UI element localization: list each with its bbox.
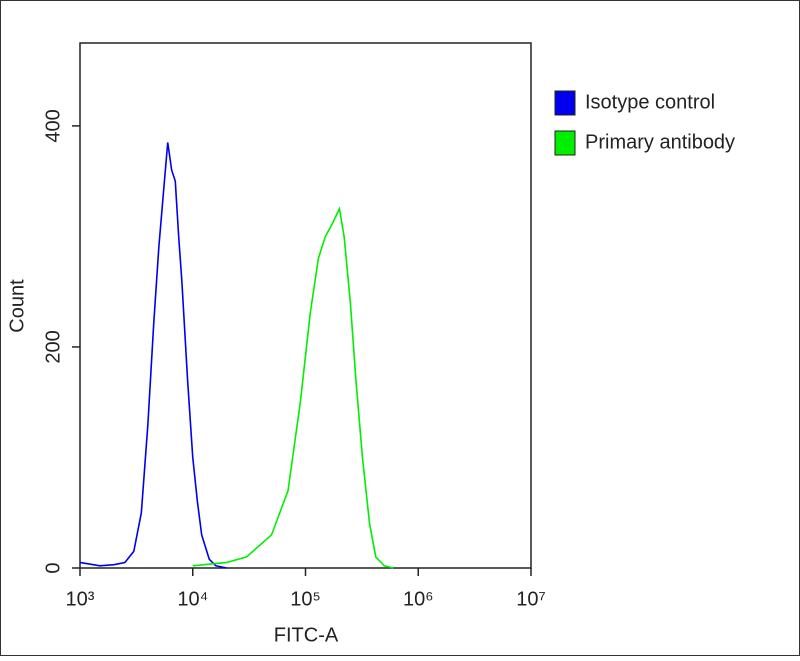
legend-swatch (554, 130, 576, 156)
plot-area (79, 42, 532, 569)
y-tick-label: 0 (42, 562, 64, 573)
x-tick-label: 10³ (66, 588, 95, 610)
x-tick-label: 10⁴ (177, 588, 208, 610)
y-tick-label: 400 (42, 109, 64, 142)
x-tick-label: 10⁶ (403, 588, 433, 610)
legend-label: Isotype control (585, 91, 715, 113)
y-axis-label: Count (6, 279, 28, 333)
histogram-line (79, 142, 227, 569)
x-tick-label: 10⁷ (516, 588, 545, 610)
legend-label: Primary antibody (585, 131, 735, 153)
legend-swatch (554, 90, 576, 116)
x-axis-label: FITC-A (274, 624, 339, 646)
x-tick-label: 10⁵ (290, 588, 321, 610)
histogram-line (192, 206, 394, 569)
y-tick-label: 200 (42, 330, 64, 363)
